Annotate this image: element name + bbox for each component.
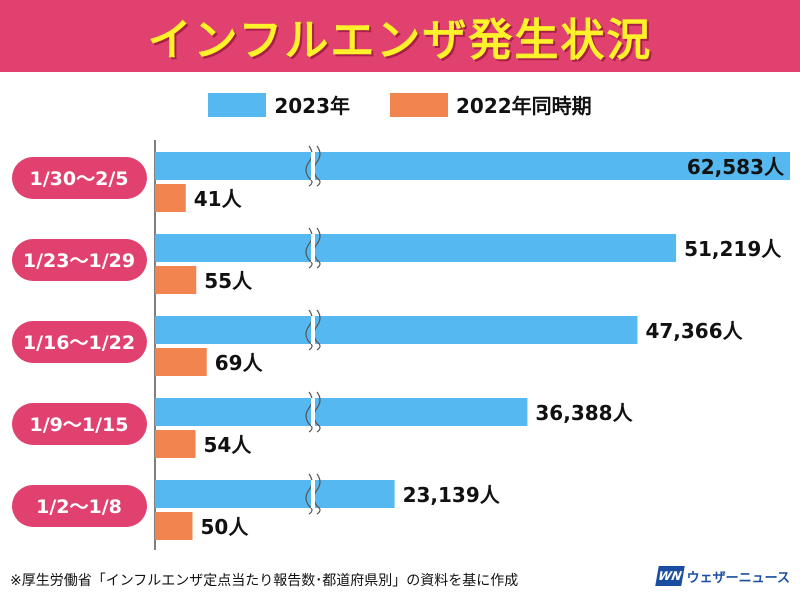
- bar-2023: [155, 152, 790, 180]
- category-pill: [12, 157, 147, 199]
- bar-2023: [155, 316, 638, 344]
- category-pill: [12, 403, 147, 445]
- axis-break-gap: [311, 398, 315, 426]
- bar-2023: [155, 480, 395, 508]
- legend-label-2022: 2022年同時期: [456, 94, 592, 118]
- title-banner: インフルエンザ発生状況: [0, 0, 800, 72]
- category-label: 1/23〜1/29: [23, 250, 135, 272]
- legend-swatch-2022: [390, 92, 448, 117]
- bar-2023: [155, 234, 677, 262]
- logo-text: ウェザーニュース: [686, 570, 790, 586]
- logo-mark: WN: [654, 566, 685, 586]
- legend-swatch-2023: [208, 92, 267, 117]
- legend: 2023年 2022年同時期: [0, 90, 800, 119]
- data-label-2023: 51,219人: [684, 237, 782, 261]
- bar-2022: [155, 348, 207, 376]
- data-label-2023: 47,366人: [645, 319, 743, 343]
- category-pill: [12, 485, 147, 527]
- data-label-2023: 62,583人: [687, 155, 785, 179]
- category-pill: [12, 321, 147, 363]
- data-label-2022: 55人: [204, 269, 253, 293]
- axis-break-gap: [311, 316, 315, 344]
- legend-item-2022: 2022年同時期: [390, 90, 592, 119]
- category-label: 1/2〜1/8: [36, 496, 122, 518]
- axis-break-gap: [311, 480, 315, 508]
- chart-title: インフルエンザ発生状況: [147, 15, 653, 66]
- category-pill: [12, 239, 147, 281]
- legend-item-2023: 2023年: [208, 90, 350, 119]
- source-note: ※厚生労働省「インフルエンザ定点当たり報告数･都道府県別」の資料を基に作成: [10, 573, 519, 589]
- bar-2022: [155, 512, 193, 540]
- data-label-2023: 23,139人: [403, 483, 501, 507]
- category-label: 1/16〜1/22: [23, 332, 135, 354]
- bar-2022: [155, 184, 186, 212]
- bar-2023: [155, 398, 528, 426]
- data-label-2022: 54人: [204, 433, 253, 457]
- category-label: 1/9〜1/15: [30, 414, 129, 436]
- legend-label-2023: 2023年: [274, 94, 350, 118]
- bar-2022: [155, 266, 197, 294]
- data-label-2023: 36,388人: [535, 401, 633, 425]
- data-label-2022: 69人: [215, 351, 264, 375]
- axis-break-gap: [311, 152, 315, 180]
- axis-break-gap: [311, 234, 315, 262]
- category-label: 1/30〜2/5: [30, 168, 129, 190]
- weathernews-logo: WN ウェザーニュース: [654, 566, 790, 586]
- data-label-2022: 50人: [201, 515, 250, 539]
- bar-2022: [155, 430, 196, 458]
- data-label-2022: 41人: [194, 187, 243, 211]
